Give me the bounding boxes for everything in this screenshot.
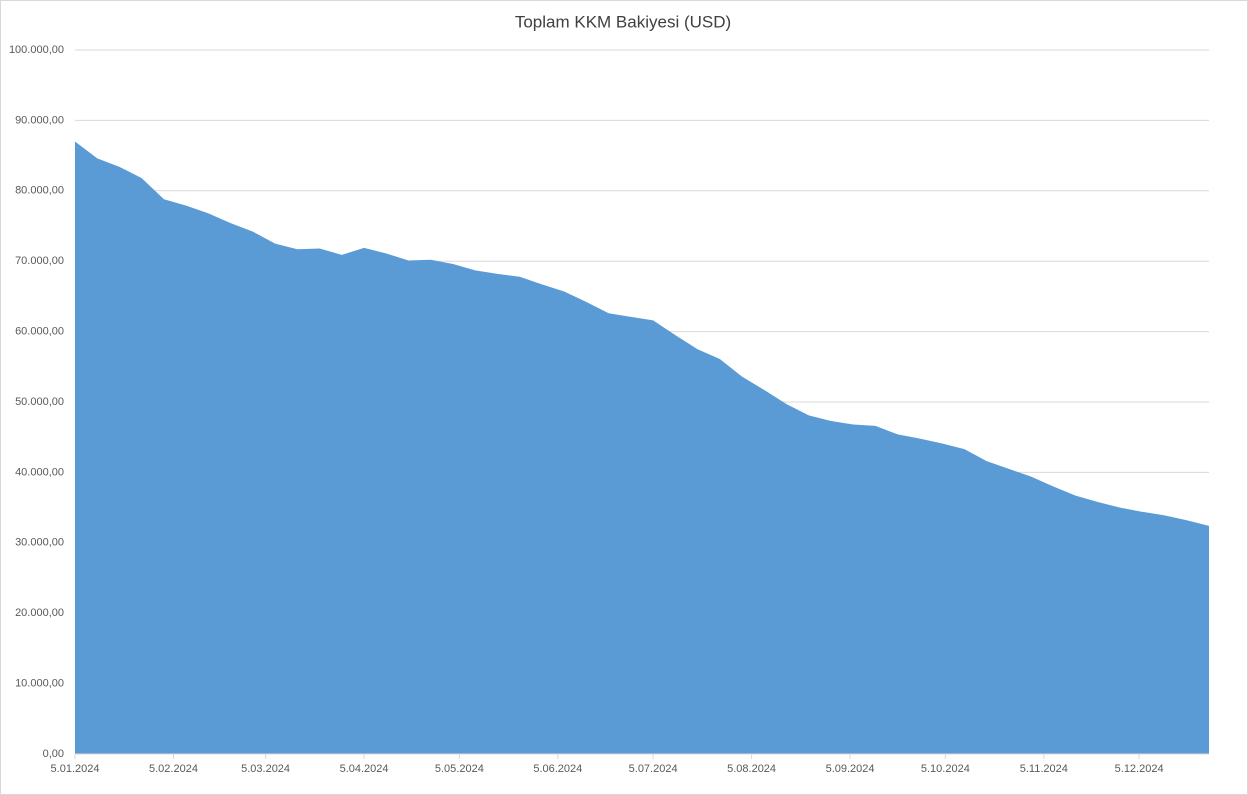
x-tick-label: 5.06.2024	[533, 763, 582, 775]
y-tick-label: 40.000,00	[15, 466, 64, 478]
x-tick-label: 5.05.2024	[435, 763, 484, 775]
y-tick-label: 70.000,00	[15, 255, 64, 267]
y-tick-label: 20.000,00	[15, 607, 64, 619]
area	[75, 141, 1209, 754]
x-tick-label: 5.01.2024	[51, 763, 100, 775]
x-tick-label: 5.09.2024	[826, 763, 875, 775]
y-tick-label: 60.000,00	[15, 326, 64, 338]
x-tick-label: 5.07.2024	[629, 763, 678, 775]
chart-title: Toplam KKM Bakiyesi (USD)	[515, 12, 731, 31]
y-tick-label: 80.000,00	[15, 185, 64, 197]
y-tick-label: 10.000,00	[15, 678, 64, 690]
y-tick-label: 0,00	[43, 748, 64, 760]
x-tick-label: 5.12.2024	[1115, 763, 1164, 775]
y-tick-label: 90.000,00	[15, 114, 64, 126]
x-tick-label: 5.03.2024	[241, 763, 290, 775]
x-tick-label: 5.10.2024	[921, 763, 970, 775]
x-tick-label: 5.11.2024	[1020, 763, 1068, 775]
y-tick-label: 50.000,00	[15, 396, 64, 408]
x-tick-label: 5.08.2024	[727, 763, 776, 775]
y-tick-label: 30.000,00	[15, 537, 64, 549]
x-tick-label: 5.02.2024	[149, 763, 198, 775]
y-tick-label: 100.000,00	[9, 44, 64, 56]
x-tick-label: 5.04.2024	[340, 763, 389, 775]
